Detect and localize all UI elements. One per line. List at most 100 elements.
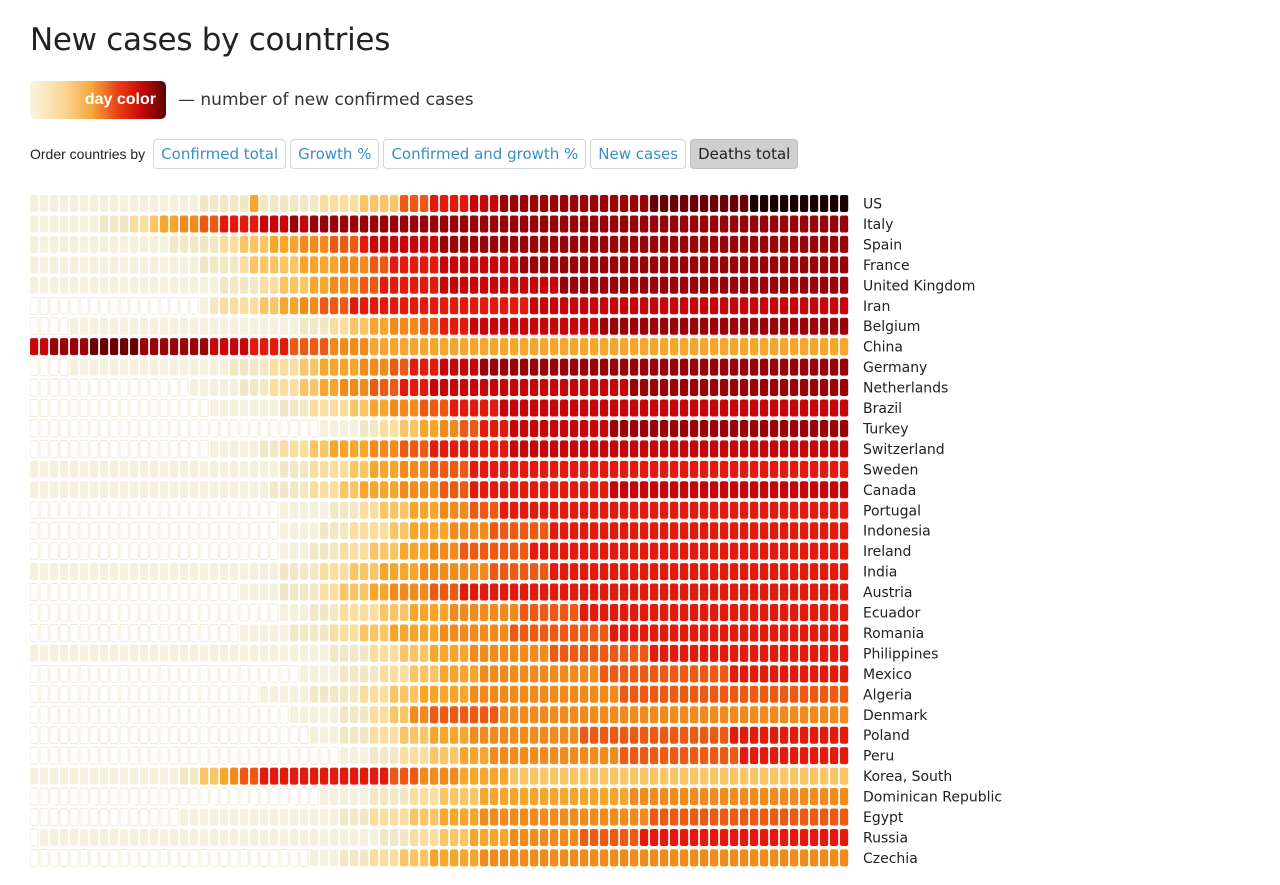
country-label[interactable]: Mexico <box>863 667 912 683</box>
heatmap-cell <box>340 665 349 683</box>
heatmap-cell <box>340 767 349 785</box>
heatmap-cell <box>790 215 799 233</box>
heatmap-cell <box>169 849 179 867</box>
heatmap-cell <box>840 522 849 540</box>
heatmap-cell <box>60 563 69 581</box>
heatmap-cell <box>180 767 189 785</box>
heatmap-cell <box>470 726 479 744</box>
heatmap-cell <box>370 767 379 785</box>
heatmap-cell <box>180 276 189 294</box>
country-label[interactable]: United Kingdom <box>863 278 975 294</box>
heatmap-cell <box>219 542 229 561</box>
heatmap-cell <box>59 521 69 540</box>
country-label[interactable]: Algeria <box>863 687 912 703</box>
heatmap-cell <box>170 235 179 253</box>
order-growth-button[interactable]: Growth % <box>290 139 380 169</box>
country-label[interactable]: Peru <box>863 749 894 765</box>
heatmap-cell <box>820 583 829 601</box>
country-label[interactable]: Russia <box>863 830 908 846</box>
country-label[interactable]: US <box>863 197 882 213</box>
heatmap-cell <box>150 481 159 499</box>
country-label[interactable]: Switzerland <box>863 442 945 458</box>
heatmap-cell <box>210 563 219 581</box>
heatmap-cell <box>710 399 719 417</box>
order-new-cases-button[interactable]: New cases <box>590 139 687 169</box>
country-label[interactable]: China <box>863 340 903 356</box>
country-label[interactable]: Iran <box>863 299 890 315</box>
heatmap-cell <box>520 788 529 806</box>
country-label[interactable]: Romania <box>863 626 924 642</box>
country-label[interactable]: Canada <box>863 483 916 499</box>
country-label[interactable]: Austria <box>863 585 912 601</box>
country-label[interactable]: Italy <box>863 217 893 233</box>
heatmap-cell <box>39 664 49 683</box>
heatmap-cell <box>760 481 769 499</box>
heatmap-cell <box>440 788 449 806</box>
country-label[interactable]: France <box>863 258 910 274</box>
country-label[interactable]: Germany <box>863 360 927 376</box>
country-label[interactable]: Egypt <box>863 810 904 826</box>
heatmap-cell <box>480 195 489 212</box>
heatmap-cell <box>99 726 109 745</box>
order-confirmed-total-button[interactable]: Confirmed total <box>153 139 287 169</box>
heatmap-cell <box>320 195 329 212</box>
heatmap-cell <box>720 624 729 642</box>
country-label[interactable]: Czechia <box>863 851 918 867</box>
country-label[interactable]: Belgium <box>863 319 920 335</box>
country-label[interactable]: Ireland <box>863 544 911 560</box>
heatmap-cell <box>380 542 389 560</box>
heatmap-cell <box>810 685 819 703</box>
country-label[interactable]: Turkey <box>862 421 909 437</box>
country-label[interactable]: Ecuador <box>863 606 920 622</box>
country-label[interactable]: Indonesia <box>863 524 931 540</box>
country-label[interactable]: India <box>863 565 897 581</box>
heatmap-cell <box>740 828 749 846</box>
heatmap-cell <box>770 726 779 744</box>
heatmap-cell <box>330 788 339 806</box>
heatmap-cell <box>370 828 379 846</box>
order-deaths-total-button[interactable]: Deaths total <box>690 139 799 169</box>
heatmap-cell <box>760 788 769 806</box>
heatmap-cell <box>90 358 99 376</box>
heatmap-cell <box>490 522 499 540</box>
heatmap-cell <box>470 460 479 478</box>
heatmap-cell <box>580 338 589 356</box>
heatmap-cell <box>640 788 649 806</box>
heatmap-cell <box>760 706 769 724</box>
country-label[interactable]: Korea, South <box>863 769 952 785</box>
heatmap-cell <box>370 399 379 417</box>
heatmap-cell <box>460 419 469 437</box>
heatmap-cell <box>700 256 709 274</box>
heatmap-cell <box>770 379 779 397</box>
heatmap-cell <box>680 338 689 356</box>
heatmap-cell <box>650 747 659 765</box>
heatmap-cell <box>820 644 829 662</box>
heatmap-cell <box>590 706 599 724</box>
heatmap-cell <box>260 440 269 458</box>
country-label[interactable]: Portugal <box>863 503 921 519</box>
heatmap-cell <box>180 808 189 826</box>
heatmap-cell <box>160 563 169 581</box>
heatmap-cell <box>40 256 49 274</box>
heatmap-cell <box>710 624 719 642</box>
heatmap-cell <box>530 604 539 621</box>
country-label[interactable]: Denmark <box>863 708 928 724</box>
country-label[interactable]: Dominican Republic <box>863 790 1002 806</box>
heatmap-cell <box>330 460 339 478</box>
order-confirmed-growth-button[interactable]: Confirmed and growth % <box>383 139 587 169</box>
heatmap-cell <box>470 808 479 826</box>
heatmap-cell <box>430 399 439 417</box>
country-label[interactable]: Spain <box>863 237 902 253</box>
country-label[interactable]: Sweden <box>863 462 918 478</box>
heatmap-cell <box>840 624 849 642</box>
heatmap-cell <box>410 501 419 519</box>
heatmap-cell <box>120 215 129 233</box>
country-label[interactable]: Netherlands <box>863 381 948 397</box>
heatmap-cell <box>510 522 519 540</box>
heatmap-cell <box>220 195 229 212</box>
heatmap-cell <box>250 481 259 499</box>
heatmap-cell <box>310 828 319 846</box>
country-label[interactable]: Brazil <box>863 401 902 417</box>
country-label[interactable]: Poland <box>863 728 910 744</box>
country-label[interactable]: Philippines <box>863 646 938 662</box>
